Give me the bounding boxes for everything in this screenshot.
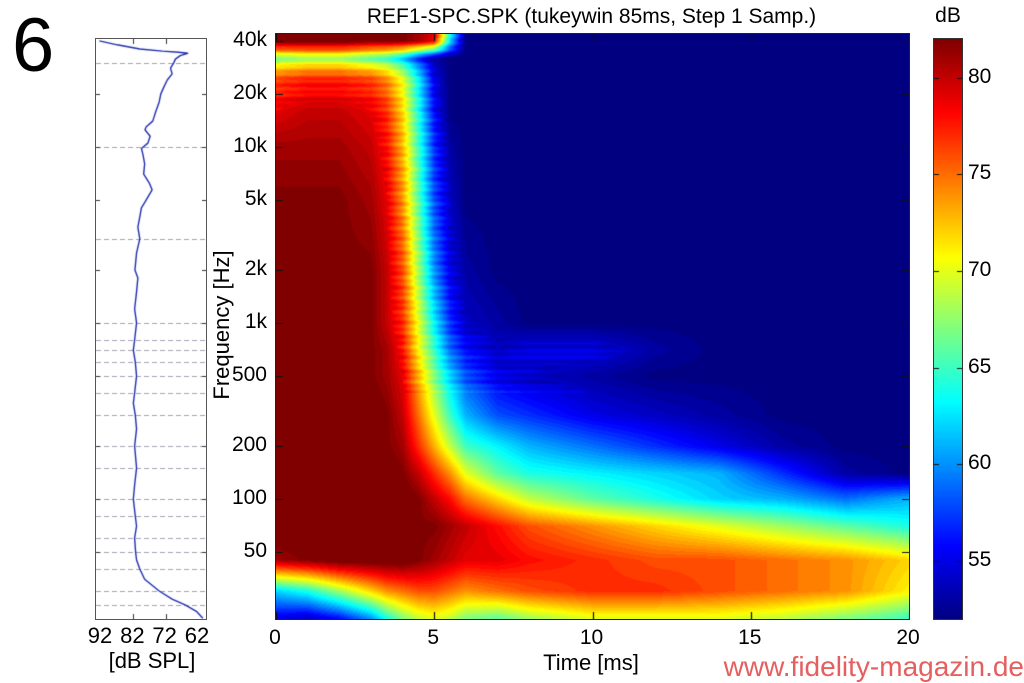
x-tick-label-10: 10: [579, 626, 604, 649]
spl-response-panel: [95, 38, 207, 620]
spl-tick-label-62: 62: [184, 623, 210, 648]
y-tick-label-100: 100: [231, 485, 267, 509]
colorbar-tick-label-70: 70: [968, 258, 992, 281]
y-tick-label-500: 500: [231, 362, 267, 386]
chart-title: REF1-SPC.SPK (tukeywin 85ms, Step 1 Samp…: [366, 5, 817, 28]
figure-number: 6: [12, 3, 55, 88]
y-tick-label-50: 50: [243, 538, 267, 562]
y-tick-label-20k: 20k: [233, 80, 267, 104]
y-tick-label-5k: 5k: [244, 186, 267, 210]
spl-tick-label-92: 92: [87, 623, 113, 648]
y-tick-label-1k: 1k: [244, 309, 267, 333]
x-tick-label-20: 20: [896, 626, 920, 649]
x-axis-label: Time [ms]: [543, 650, 639, 675]
colorbar-tick-label-55: 55: [968, 548, 992, 571]
y-tick-label-10k: 10k: [233, 133, 267, 157]
spl-tick-label-82: 82: [120, 623, 145, 648]
colorbar-tick-label-65: 65: [968, 354, 992, 378]
spl-axis-label: [dB SPL]: [108, 648, 196, 673]
x-tick-label-5: 5: [427, 626, 440, 649]
colorbar-tick-label-75: 75: [968, 161, 992, 185]
x-tick-label-0: 0: [269, 626, 281, 649]
spectrogram-canvas: [275, 33, 910, 620]
x-tick-label-15: 15: [738, 626, 762, 649]
colorbar-canvas: [933, 38, 963, 620]
spl-tick-label-72: 72: [152, 623, 177, 648]
y-tick-label-200: 200: [231, 432, 267, 456]
colorbar-tick-label-80: 80: [968, 64, 992, 88]
colorbar-unit-label: dB: [935, 4, 961, 27]
colorbar-tick-label-60: 60: [968, 451, 992, 475]
y-tick-label-2k: 2k: [244, 256, 267, 280]
y-tick-label-40k: 40k: [233, 27, 267, 51]
watermark: www.fidelity-magazin.de: [723, 651, 1024, 682]
